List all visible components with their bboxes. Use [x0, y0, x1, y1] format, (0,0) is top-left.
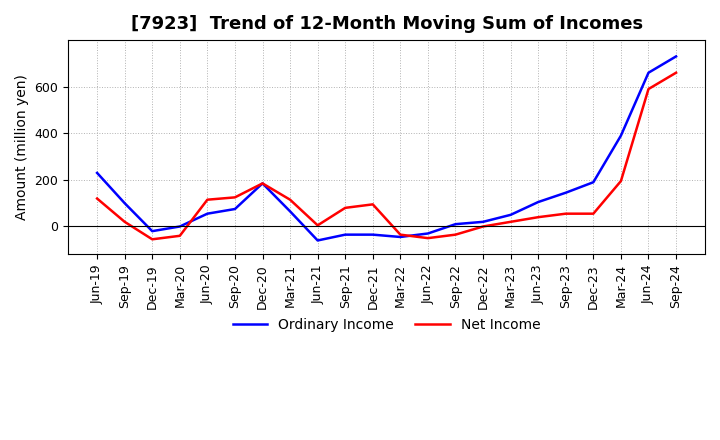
- Net Income: [616, 179, 625, 184]
- Net Income: [148, 237, 156, 242]
- Net Income: [369, 202, 377, 207]
- Ordinary Income: [148, 228, 156, 234]
- Net Income: [313, 223, 322, 228]
- Ordinary Income: [451, 221, 460, 227]
- Ordinary Income: [479, 219, 487, 224]
- Ordinary Income: [258, 181, 267, 186]
- Ordinary Income: [230, 206, 239, 212]
- Net Income: [644, 86, 653, 92]
- Ordinary Income: [672, 54, 680, 59]
- Net Income: [286, 197, 294, 202]
- Ordinary Income: [616, 133, 625, 138]
- Net Income: [203, 197, 212, 202]
- Net Income: [258, 181, 267, 186]
- Ordinary Income: [286, 209, 294, 214]
- Net Income: [479, 224, 487, 229]
- Net Income: [534, 215, 543, 220]
- Y-axis label: Amount (million yen): Amount (million yen): [15, 74, 29, 220]
- Net Income: [672, 70, 680, 75]
- Ordinary Income: [589, 180, 598, 185]
- Net Income: [230, 195, 239, 200]
- Line: Ordinary Income: Ordinary Income: [97, 56, 676, 241]
- Ordinary Income: [423, 231, 432, 236]
- Ordinary Income: [120, 201, 129, 206]
- Net Income: [93, 196, 102, 201]
- Net Income: [176, 233, 184, 238]
- Ordinary Income: [93, 170, 102, 176]
- Ordinary Income: [176, 224, 184, 229]
- Net Income: [451, 232, 460, 237]
- Ordinary Income: [644, 70, 653, 75]
- Ordinary Income: [562, 190, 570, 195]
- Ordinary Income: [369, 232, 377, 237]
- Ordinary Income: [313, 238, 322, 243]
- Ordinary Income: [534, 199, 543, 205]
- Net Income: [120, 219, 129, 224]
- Line: Net Income: Net Income: [97, 73, 676, 239]
- Net Income: [589, 211, 598, 216]
- Ordinary Income: [341, 232, 349, 237]
- Ordinary Income: [506, 212, 515, 217]
- Legend: Ordinary Income, Net Income: Ordinary Income, Net Income: [227, 312, 546, 337]
- Ordinary Income: [396, 235, 405, 240]
- Net Income: [423, 235, 432, 241]
- Net Income: [341, 205, 349, 210]
- Net Income: [396, 232, 405, 237]
- Title: [7923]  Trend of 12-Month Moving Sum of Incomes: [7923] Trend of 12-Month Moving Sum of I…: [130, 15, 643, 33]
- Ordinary Income: [203, 211, 212, 216]
- Net Income: [562, 211, 570, 216]
- Net Income: [506, 219, 515, 224]
